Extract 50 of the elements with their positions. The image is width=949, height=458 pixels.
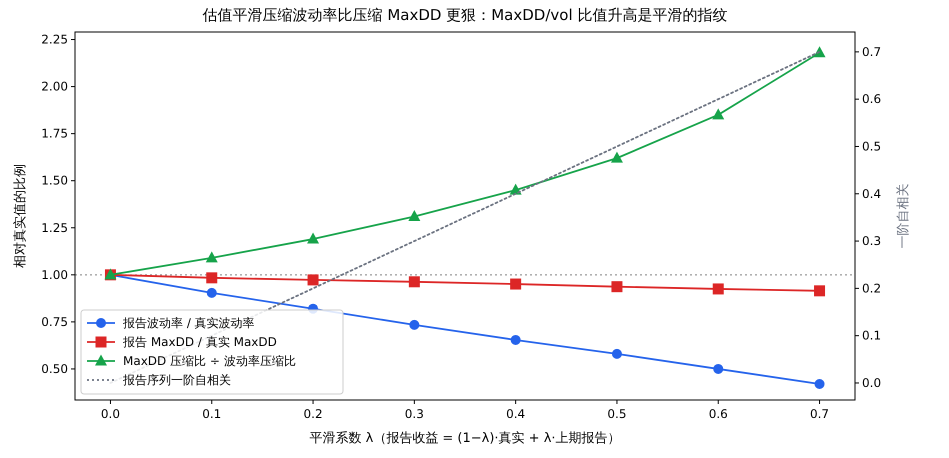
y-tick-label: 1.50 — [41, 174, 68, 188]
x-tick-label: 0.4 — [506, 407, 526, 421]
y-axis-title: 相对真实值的比例 — [13, 164, 28, 268]
point — [712, 108, 724, 120]
y-tick-label: 2.25 — [41, 32, 68, 47]
x-tick-label: 0.2 — [304, 407, 323, 421]
point — [408, 276, 420, 288]
point — [814, 285, 826, 296]
y2-tick-label: 0.7 — [862, 44, 882, 59]
y2-axis-title: 一阶自相关 — [896, 184, 911, 248]
legend-label: MaxDD 压缩比 ÷ 波动率压缩比 — [123, 354, 296, 368]
y2-tick-label: 0.5 — [862, 139, 882, 154]
point — [206, 288, 217, 298]
y2-tick-label: 0.4 — [862, 186, 882, 201]
y2-tick-label: 0.2 — [862, 281, 882, 296]
point — [510, 278, 522, 290]
x-tick-label: 0.6 — [708, 407, 728, 421]
x-axis-title: 平滑系数 λ（报告收益 = (1−λ)·真实 + λ·上期报告） — [309, 431, 621, 446]
x-tick-label: 0.3 — [404, 407, 424, 421]
x-tick-label: 0.0 — [100, 407, 120, 421]
point — [206, 272, 218, 284]
point — [713, 364, 724, 374]
point — [610, 152, 623, 163]
point — [611, 281, 622, 292]
x-tick-label: 0.7 — [810, 407, 830, 421]
chart-title: 估值平滑压缩波动率比压缩 MaxDD 更狠：MaxDD/vol 比值升高是平滑的指纹 — [202, 6, 728, 24]
y-tick-label: 0.75 — [41, 314, 68, 329]
x-tick-label: 0.1 — [202, 407, 222, 421]
y-tick-label: 2.00 — [41, 80, 68, 94]
point — [409, 320, 420, 330]
point — [814, 379, 825, 389]
y2-tick-label: 0.1 — [862, 328, 882, 343]
legend-label: 报告序列一阶自相关 — [122, 373, 231, 387]
y-tick-label: 0.50 — [41, 362, 68, 376]
point — [206, 251, 218, 262]
point — [308, 274, 319, 286]
legend-label: 报告波动率 / 真实波动率 — [122, 316, 255, 330]
y-tick-label: 1.75 — [41, 126, 68, 141]
point — [408, 210, 420, 221]
point — [307, 232, 320, 244]
y-tick-label: 1.25 — [41, 220, 68, 235]
point — [510, 334, 521, 345]
x-tick-label: 0.5 — [607, 407, 626, 421]
point — [712, 283, 724, 294]
legend-label: 报告 MaxDD / 真实 MaxDD — [122, 335, 277, 349]
y-tick-label: 1.00 — [41, 268, 68, 282]
y2-tick-label: 0.3 — [862, 234, 882, 248]
y2-tick-label: 0.0 — [862, 376, 882, 390]
point — [612, 348, 622, 359]
y2-tick-label: 0.6 — [862, 92, 882, 106]
